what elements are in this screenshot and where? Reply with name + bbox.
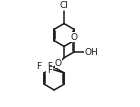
Text: F  F: F F <box>37 62 53 71</box>
Text: Cl: Cl <box>60 1 68 10</box>
Text: O: O <box>55 59 62 68</box>
Text: F: F <box>47 66 52 75</box>
Text: O: O <box>70 33 77 42</box>
Text: OH: OH <box>84 48 98 57</box>
